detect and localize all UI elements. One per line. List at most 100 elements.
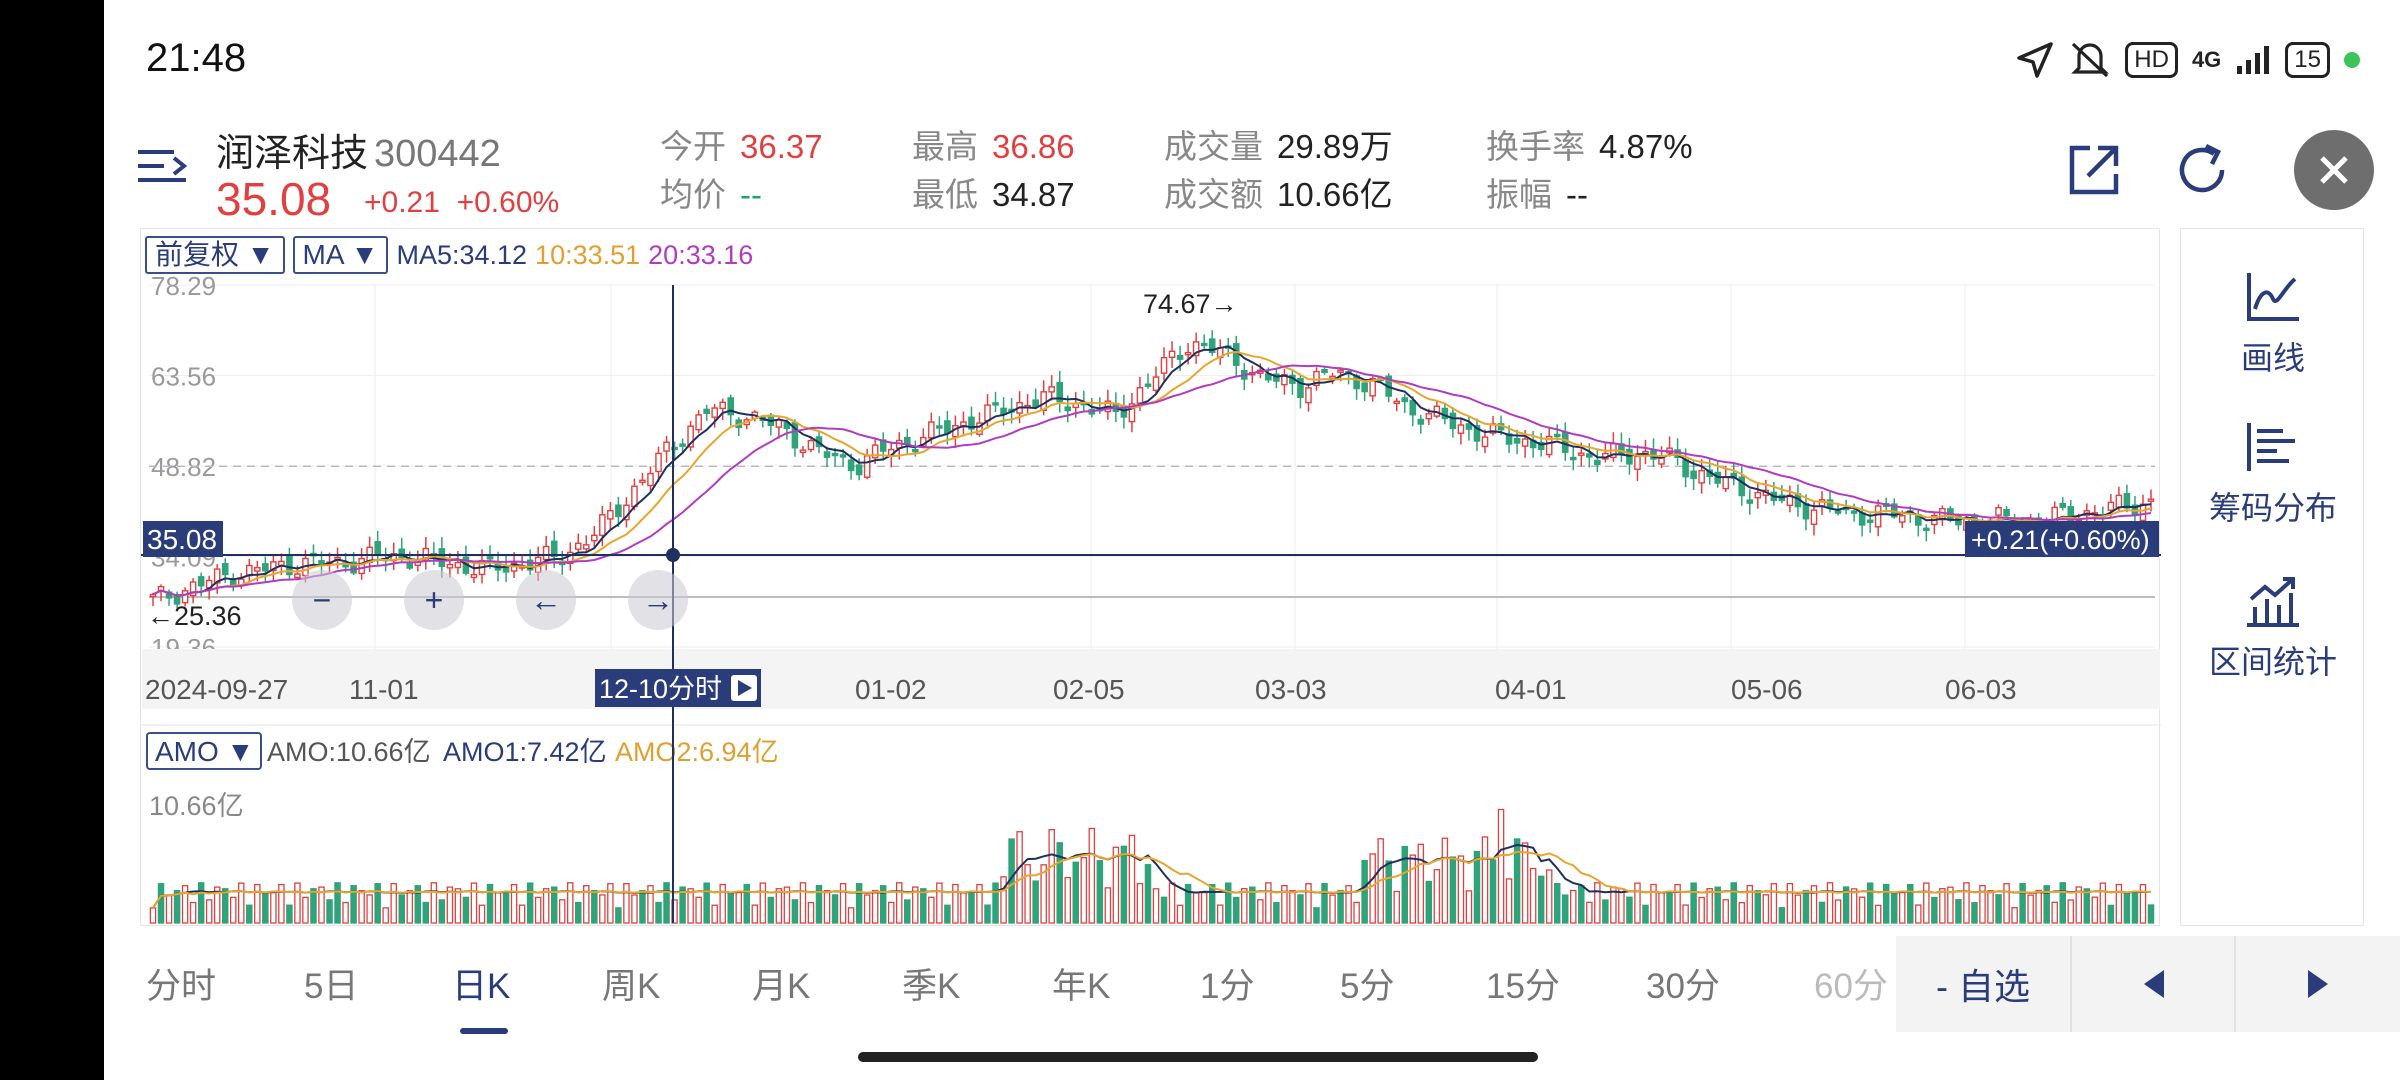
volume-bar xyxy=(1481,836,1489,924)
volume-bar xyxy=(920,888,927,924)
next-stock-button[interactable] xyxy=(2236,936,2400,1032)
volume-bar xyxy=(358,889,365,924)
volume-bar xyxy=(952,883,959,924)
zoom-in-button[interactable]: + xyxy=(404,570,464,630)
candle-body xyxy=(863,455,871,478)
volume-bar xyxy=(1409,854,1417,924)
volume-bar xyxy=(189,901,197,924)
volume-bar xyxy=(775,888,783,924)
candle-body xyxy=(1032,399,1039,407)
refresh-icon[interactable] xyxy=(2170,138,2234,202)
share-icon[interactable] xyxy=(2062,138,2126,202)
volume-bar xyxy=(462,896,470,924)
tab-30min[interactable]: 30分 xyxy=(1646,967,1720,1006)
volume-bar xyxy=(1537,875,1545,924)
tab-daily-k[interactable]: 日K xyxy=(452,967,511,1006)
stock-change: +0.21 +0.60% xyxy=(364,186,559,220)
volume-series xyxy=(149,808,2155,924)
volume-bar xyxy=(486,883,494,924)
amo2-value: AMO2:6.94亿 xyxy=(615,737,779,767)
candle-body xyxy=(398,548,406,559)
pan-right-button[interactable]: → xyxy=(628,570,688,630)
stat-volume: 成交量 29.89万 xyxy=(1164,128,1393,165)
tab-monthly-k[interactable]: 月K xyxy=(752,967,811,1006)
volume-bar xyxy=(783,886,791,924)
candle-body xyxy=(775,419,783,428)
close-button[interactable] xyxy=(2294,130,2374,210)
volume-bar xyxy=(382,907,389,924)
tab-5day[interactable]: 5日 xyxy=(304,967,359,1006)
chip-distribution-icon xyxy=(2247,423,2295,471)
volume-bar xyxy=(1594,882,1601,924)
volume-bar xyxy=(1939,887,1946,924)
volume-bar xyxy=(1762,894,1770,924)
volume-bar xyxy=(2131,891,2139,924)
candle-body xyxy=(221,563,229,576)
volume-bar xyxy=(663,882,670,924)
volume-bar xyxy=(1963,882,1970,924)
tab-5min[interactable]: 5分 xyxy=(1340,967,1395,1006)
tab-1min[interactable]: 1分 xyxy=(1200,967,1255,1006)
candle-body xyxy=(1232,343,1240,366)
candle-body xyxy=(807,439,815,451)
draw-line-button[interactable]: 画线 xyxy=(2181,269,2365,379)
candle-body xyxy=(2067,506,2075,522)
tab-60min[interactable]: 60分 xyxy=(1814,967,1888,1006)
adjust-select[interactable]: 前复权 ▼ xyxy=(145,236,285,274)
candle-body xyxy=(1337,369,1344,373)
tab-15min[interactable]: 15分 xyxy=(1486,967,1560,1006)
volume-bar xyxy=(895,882,903,924)
candle-body xyxy=(1939,508,1946,521)
amo-value: AMO:10.66亿 xyxy=(267,737,431,767)
volume-bar xyxy=(205,899,213,924)
volume-bar xyxy=(1874,904,1882,924)
candle-body xyxy=(663,441,670,452)
amo-select[interactable] xyxy=(146,732,262,770)
candle-body xyxy=(1553,433,1561,438)
ma5-value: MA5:34.12 xyxy=(396,239,528,270)
pan-left-button[interactable]: ← xyxy=(516,570,576,630)
chip-distribution-button[interactable]: 筹码分布 xyxy=(2181,419,2365,529)
tab-yearly-k[interactable]: 年K xyxy=(1052,967,1111,1006)
volume-bar xyxy=(1971,902,1978,924)
tab-intraday[interactable]: 分时 xyxy=(146,967,217,1006)
candle-body xyxy=(1898,515,1906,523)
volume-bar xyxy=(623,883,630,924)
stock-name: 润泽科技 xyxy=(216,133,369,175)
volume-bar xyxy=(1553,883,1561,924)
volume-bar xyxy=(157,883,165,924)
volume-bar xyxy=(2107,904,2115,924)
candle-body xyxy=(1569,456,1577,461)
volume-bar xyxy=(1233,896,1240,924)
tab-weekly-k[interactable]: 周K xyxy=(602,967,661,1006)
zoom-out-button[interactable]: − xyxy=(292,570,352,630)
candle-body xyxy=(1586,453,1593,458)
volume-bar xyxy=(735,892,743,924)
candle-body xyxy=(655,452,662,473)
volume-bar xyxy=(1810,885,1818,924)
volume-bar xyxy=(1778,907,1786,924)
candle-body xyxy=(446,563,454,569)
stock-price: 35.08 xyxy=(216,173,332,225)
candle-body xyxy=(968,416,975,430)
candle-body xyxy=(911,448,919,453)
candle-body xyxy=(711,407,718,418)
tab-quarterly-k[interactable]: 季K xyxy=(902,967,961,1006)
kline-panel[interactable]: 78.29 63.56 48.82 34.09 19.36 2024-09-27 11-01… xyxy=(140,228,2161,927)
volume-bar xyxy=(799,882,807,924)
volume-bar xyxy=(1706,888,1713,924)
indicator-select[interactable]: MA ▼ xyxy=(292,236,389,274)
candle-body xyxy=(350,561,357,574)
amo-select-label: AMO ▼ xyxy=(155,736,254,767)
volume-bar xyxy=(1297,894,1304,924)
volume-bar xyxy=(430,882,438,924)
prev-stock-button[interactable] xyxy=(2072,936,2236,1032)
range-statistics-button[interactable]: 区间统计 xyxy=(2181,573,2365,683)
volume-bar xyxy=(1979,884,1986,924)
menu-icon[interactable] xyxy=(134,140,190,196)
add-watchlist-button[interactable]: - 自选 xyxy=(1896,936,2072,1032)
change-percent: +0.60% xyxy=(456,186,560,219)
candle-body xyxy=(1297,377,1304,398)
candle-body xyxy=(671,446,678,451)
